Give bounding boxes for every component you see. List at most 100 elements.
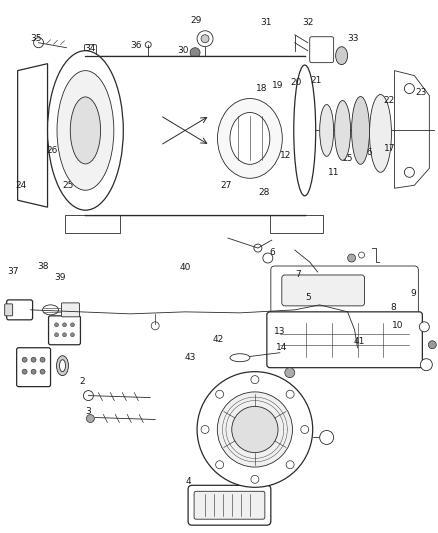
Circle shape — [63, 323, 67, 327]
Ellipse shape — [230, 112, 270, 164]
Text: 16: 16 — [362, 148, 373, 157]
FancyBboxPatch shape — [49, 316, 81, 345]
Circle shape — [63, 333, 67, 337]
Circle shape — [31, 369, 36, 374]
Text: 5: 5 — [305, 293, 311, 302]
Text: 37: 37 — [7, 268, 18, 277]
FancyBboxPatch shape — [267, 312, 422, 368]
Circle shape — [71, 323, 74, 327]
Ellipse shape — [48, 51, 124, 210]
Circle shape — [215, 390, 224, 398]
Circle shape — [217, 392, 293, 467]
Text: 2: 2 — [80, 377, 85, 386]
FancyBboxPatch shape — [7, 300, 32, 320]
Text: 8: 8 — [391, 303, 396, 312]
Text: 41: 41 — [354, 337, 365, 346]
FancyBboxPatch shape — [61, 303, 79, 317]
Circle shape — [286, 390, 294, 398]
Circle shape — [86, 415, 95, 423]
Circle shape — [251, 475, 259, 483]
Ellipse shape — [370, 94, 392, 172]
FancyBboxPatch shape — [282, 275, 364, 306]
Ellipse shape — [335, 101, 350, 160]
Circle shape — [22, 357, 27, 362]
Ellipse shape — [352, 96, 370, 164]
Text: 26: 26 — [47, 146, 58, 155]
FancyBboxPatch shape — [17, 348, 50, 386]
Ellipse shape — [42, 305, 59, 315]
Circle shape — [34, 38, 43, 47]
Text: 21: 21 — [310, 76, 321, 85]
Ellipse shape — [70, 97, 101, 164]
Ellipse shape — [57, 356, 68, 376]
Text: 39: 39 — [55, 273, 66, 282]
Circle shape — [359, 252, 364, 258]
Text: 43: 43 — [184, 353, 196, 362]
Circle shape — [232, 406, 278, 453]
Text: 13: 13 — [274, 327, 286, 336]
Text: 33: 33 — [347, 34, 358, 43]
Circle shape — [251, 376, 259, 384]
Circle shape — [197, 31, 213, 47]
Circle shape — [254, 244, 262, 252]
Circle shape — [320, 431, 334, 445]
Circle shape — [197, 372, 313, 487]
Circle shape — [22, 369, 27, 374]
FancyBboxPatch shape — [317, 269, 346, 281]
FancyBboxPatch shape — [188, 486, 271, 525]
Text: 40: 40 — [180, 263, 191, 272]
Polygon shape — [66, 215, 120, 233]
Text: 3: 3 — [85, 407, 91, 416]
Text: 6: 6 — [269, 247, 275, 256]
Text: 10: 10 — [392, 321, 403, 330]
FancyBboxPatch shape — [85, 45, 96, 61]
Text: 4: 4 — [185, 477, 191, 486]
Polygon shape — [270, 215, 323, 233]
Ellipse shape — [294, 65, 316, 196]
Polygon shape — [395, 71, 429, 188]
Text: 36: 36 — [131, 41, 142, 50]
Circle shape — [301, 425, 309, 433]
Text: 18: 18 — [256, 84, 268, 93]
Circle shape — [428, 341, 436, 349]
Circle shape — [404, 167, 414, 177]
FancyBboxPatch shape — [5, 304, 13, 316]
Text: 25: 25 — [63, 181, 74, 190]
Ellipse shape — [60, 360, 66, 372]
Circle shape — [404, 84, 414, 94]
Circle shape — [420, 359, 432, 370]
Circle shape — [40, 369, 45, 374]
Text: 29: 29 — [191, 17, 202, 25]
Circle shape — [201, 35, 209, 43]
Text: 31: 31 — [260, 18, 272, 27]
Text: 7: 7 — [295, 270, 300, 279]
Text: 24: 24 — [15, 181, 26, 190]
Text: 34: 34 — [85, 44, 96, 53]
Ellipse shape — [336, 47, 348, 64]
Circle shape — [54, 323, 59, 327]
Polygon shape — [18, 63, 48, 207]
Circle shape — [201, 425, 209, 433]
Text: 14: 14 — [276, 343, 287, 352]
Text: 22: 22 — [384, 96, 395, 105]
Circle shape — [285, 368, 295, 378]
Text: 42: 42 — [212, 335, 224, 344]
Text: 30: 30 — [177, 46, 189, 55]
Ellipse shape — [57, 71, 114, 190]
Text: 19: 19 — [272, 81, 283, 90]
Circle shape — [145, 42, 151, 47]
Circle shape — [40, 357, 45, 362]
FancyBboxPatch shape — [271, 266, 418, 324]
Circle shape — [215, 461, 224, 469]
Text: 11: 11 — [328, 168, 339, 177]
Ellipse shape — [320, 104, 334, 156]
Text: 17: 17 — [384, 144, 395, 153]
Text: 32: 32 — [302, 18, 314, 27]
Circle shape — [263, 253, 273, 263]
Text: 38: 38 — [37, 262, 48, 271]
Circle shape — [31, 357, 36, 362]
Circle shape — [54, 333, 59, 337]
Text: 15: 15 — [342, 154, 353, 163]
Text: 23: 23 — [416, 88, 427, 97]
Circle shape — [151, 322, 159, 330]
